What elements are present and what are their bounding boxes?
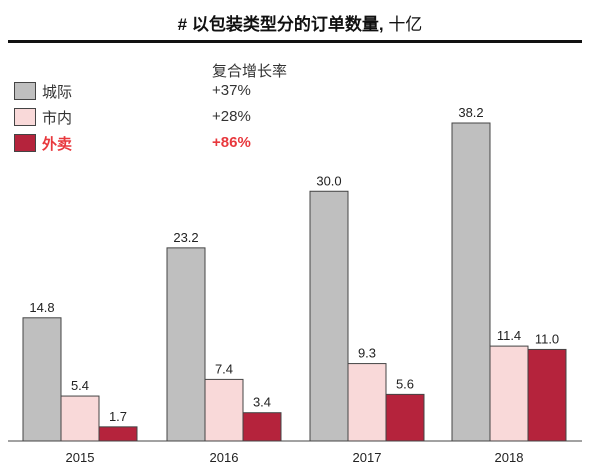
bar xyxy=(204,378,244,442)
chart-title: # 以包装类型分的订单数量, 十亿 xyxy=(0,10,600,35)
cagr-intracity: +28% xyxy=(212,108,251,125)
data-label: 5.4 xyxy=(71,378,89,393)
data-label: 1.7 xyxy=(109,409,127,424)
legend-item-takeaway: 外卖 xyxy=(14,132,72,154)
x-tick-label: 2015 xyxy=(66,450,95,465)
data-label: 3.4 xyxy=(253,395,271,410)
x-tick-label: 2016 xyxy=(210,450,239,465)
legend-item-intracity: 市内 xyxy=(14,106,72,128)
data-label: 11.0 xyxy=(535,331,559,346)
bar xyxy=(347,363,387,442)
legend-swatch xyxy=(14,108,36,126)
title-unit: 十亿 xyxy=(388,15,423,34)
data-label: 14.8 xyxy=(29,300,54,315)
cagr-header: 复合增长率 xyxy=(212,63,288,80)
bar xyxy=(309,190,349,442)
legend-item-intercity: 城际 xyxy=(14,80,72,102)
x-tick-label: 2018 xyxy=(495,450,524,465)
bar xyxy=(385,393,425,442)
data-label: 23.2 xyxy=(173,230,198,245)
legend-swatch xyxy=(14,82,36,100)
bar xyxy=(166,247,206,442)
bar xyxy=(22,317,62,442)
data-label: 30.0 xyxy=(316,173,341,188)
title-rule xyxy=(8,40,582,43)
title-text: # 以包装类型分的订单数量, xyxy=(177,15,384,34)
bar xyxy=(451,122,491,442)
cagr-intercity: +37% xyxy=(212,82,251,99)
bar xyxy=(60,395,100,442)
bar xyxy=(98,426,138,442)
data-label: 9.3 xyxy=(358,346,376,361)
legend-swatch xyxy=(14,134,36,152)
data-label: 38.2 xyxy=(458,105,483,120)
data-label: 5.6 xyxy=(396,376,414,391)
legend-label: 外卖 xyxy=(42,135,73,153)
bar xyxy=(489,345,529,442)
bar xyxy=(242,412,282,442)
cagr-takeaway: +86% xyxy=(212,134,251,151)
data-label: 7.4 xyxy=(215,361,233,376)
data-label: 11.4 xyxy=(497,328,521,343)
legend-label: 市内 xyxy=(42,109,73,127)
x-tick-label: 2017 xyxy=(353,450,382,465)
legend-label: 城际 xyxy=(42,83,73,101)
bar xyxy=(527,348,567,442)
